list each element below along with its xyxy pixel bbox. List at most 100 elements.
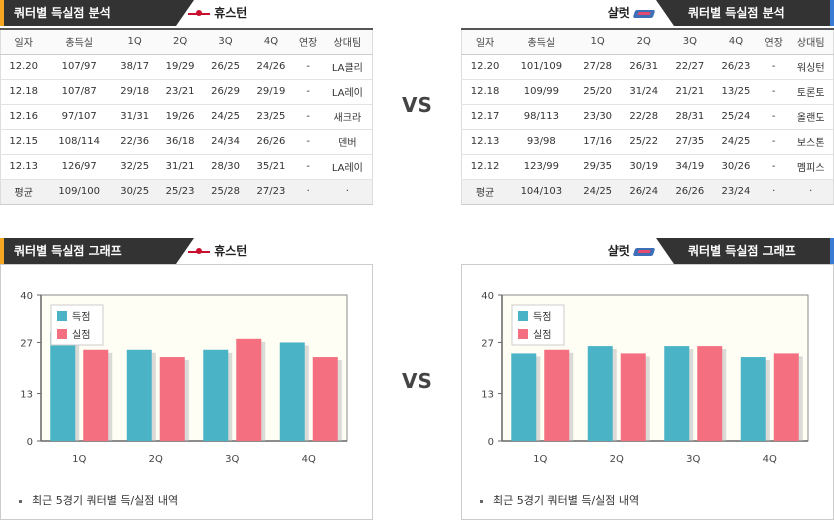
table-row: 12.13 93/98 17/16 25/22 27/35 24/25- 보스톤 (461, 129, 834, 155)
bar-scored (279, 342, 305, 441)
table-cell: 24/26 (248, 54, 294, 80)
vs-label-top: VS (402, 93, 432, 117)
bullet-icon (19, 499, 22, 503)
houston-chart-box: 0 13 27 40 1Q 2Q 3Q 4Q 득점 실점 (0, 264, 373, 520)
table-cell: LA레이 (322, 154, 373, 180)
table-title: 쿼터별 득실점 분석 (0, 0, 194, 26)
x-tick-label: 2Q (149, 454, 163, 465)
charlotte-table-panel: 샬럿 쿼터별 득실점 분석 일자 총득실 1Q 2Q 3Q 4Q 연장 상대팀 12.20 101… (461, 0, 834, 205)
table-cell: 38/17 (111, 54, 158, 80)
bullet-icon (480, 499, 483, 503)
table-cell: - (293, 54, 323, 80)
charlotte-chart-box: 0 13 27 40 1Q 2Q 3Q 4Q 득점 실점 (461, 264, 834, 520)
houston-rockets-logo-icon (188, 247, 210, 257)
bar-scored (50, 331, 76, 441)
column-header: 2Q (620, 29, 667, 55)
table-cell: 12.18 (461, 79, 509, 105)
table-cell: 97/107 (46, 104, 112, 130)
legend-swatch (57, 329, 67, 339)
table-cell: · (293, 179, 323, 205)
table-cell: 30/19 (620, 154, 667, 180)
table-cell: 26/31 (620, 54, 667, 80)
charlotte-chart-panel: 샬럿 쿼터별 득실점 그래프 0 13 27 40 1Q 2Q 3Q 4Q 득점 실점 (461, 238, 834, 524)
vs-label-bottom: VS (402, 369, 432, 393)
y-tick-label: 0 (488, 437, 494, 448)
table-cell: 멤피스 (788, 154, 834, 180)
chart-title: 쿼터별 득실점 그래프 (656, 238, 834, 264)
table-cell: - (293, 104, 323, 130)
table-cell: 22/27 (666, 54, 713, 80)
table-cell: 35/21 (248, 154, 294, 180)
legend-label: 실점 (533, 329, 551, 341)
table-cell: 27/28 (574, 54, 621, 80)
x-tick-label: 2Q (610, 454, 624, 465)
table-cell: 26/23 (712, 54, 760, 80)
table-cell: 12.13 (461, 129, 509, 155)
column-header: 1Q (574, 29, 621, 55)
table-cell: 12.20 (461, 54, 509, 80)
charlotte-table-header: 샬럿 쿼터별 득실점 분석 (461, 0, 834, 26)
table-cell: 34/19 (666, 154, 713, 180)
table-cell: 12.17 (461, 104, 509, 130)
table-cell: 23/21 (157, 79, 203, 105)
column-header: 2Q (157, 29, 203, 55)
table-cell: 107/97 (46, 54, 112, 80)
table-cell: 평균 (0, 179, 47, 205)
bar-allowed (159, 357, 185, 441)
bar-allowed (773, 353, 799, 441)
table-cell: - (293, 79, 323, 105)
legend-label: 득점 (72, 311, 90, 323)
table-row: 12.16 97/107 31/31 19/26 24/25 23/25- 새크라 (0, 104, 373, 130)
houston-quarter-table: 일자 총득실 1Q 2Q 3Q 4Q 연장 상대팀 12.20 107/97 38/17 19/29 2… (0, 28, 373, 205)
column-header: 4Q (712, 29, 760, 55)
team-name-charlotte: 샬럿 (608, 242, 656, 260)
table-cell: 123/99 (508, 154, 575, 180)
table-cell: 23/30 (574, 104, 621, 130)
table-cell: 29/35 (574, 154, 621, 180)
table-cell: 32/25 (111, 154, 158, 180)
table-cell: · (322, 179, 373, 205)
table-cell: 126/97 (46, 154, 112, 180)
bar-scored (740, 357, 766, 441)
table-cell: 26/26 (666, 179, 713, 205)
y-tick-label: 13 (20, 390, 33, 401)
bar-allowed (697, 346, 723, 441)
table-cell: 12.20 (0, 54, 47, 80)
bar-scored (126, 349, 152, 441)
table-cell: 109/99 (508, 79, 575, 105)
x-tick-label: 3Q (225, 454, 239, 465)
table-cell: 13/25 (712, 79, 760, 105)
legend-swatch (518, 329, 528, 339)
table-row: 12.20 101/109 27/28 26/31 22/27 26/23- 워싱턴 (461, 54, 834, 80)
table-cell: 19/26 (157, 104, 203, 130)
table-cell: 26/25 (202, 54, 249, 80)
bar-allowed (83, 349, 109, 441)
table-cell: 24/25 (202, 104, 249, 130)
table-cell: 109/100 (46, 179, 112, 205)
team-label: 샬럿 (607, 6, 630, 20)
y-tick-label: 27 (481, 338, 494, 349)
table-cell: - (293, 129, 323, 155)
team-name-houston: 휴스턴 (188, 242, 247, 260)
team-label: 휴스턴 (214, 244, 248, 258)
table-cell: LA레이 (322, 79, 373, 105)
table-cell: 36/18 (157, 129, 203, 155)
table-cell: 24/34 (202, 129, 249, 155)
legend-label: 득점 (533, 311, 551, 323)
bar-scored (203, 349, 229, 441)
houston-chart-panel: 쿼터별 득실점 그래프 휴스턴 0 13 27 40 1Q 2Q 3Q 4Q 득점 실점 (0, 238, 373, 524)
table-cell: 23/24 (712, 179, 760, 205)
x-tick-label: 3Q (686, 454, 700, 465)
x-tick-label: 1Q (72, 454, 86, 465)
column-header: 1Q (111, 29, 158, 55)
table-cell: - (759, 154, 789, 180)
team-label: 휴스턴 (214, 6, 248, 20)
team-name-charlotte: 샬럿 (607, 4, 656, 22)
bar-scored (664, 346, 690, 441)
x-tick-label: 4Q (302, 454, 316, 465)
table-cell: - (759, 54, 789, 80)
table-cell: 30/26 (712, 154, 760, 180)
table-cell: 19/29 (157, 54, 203, 80)
